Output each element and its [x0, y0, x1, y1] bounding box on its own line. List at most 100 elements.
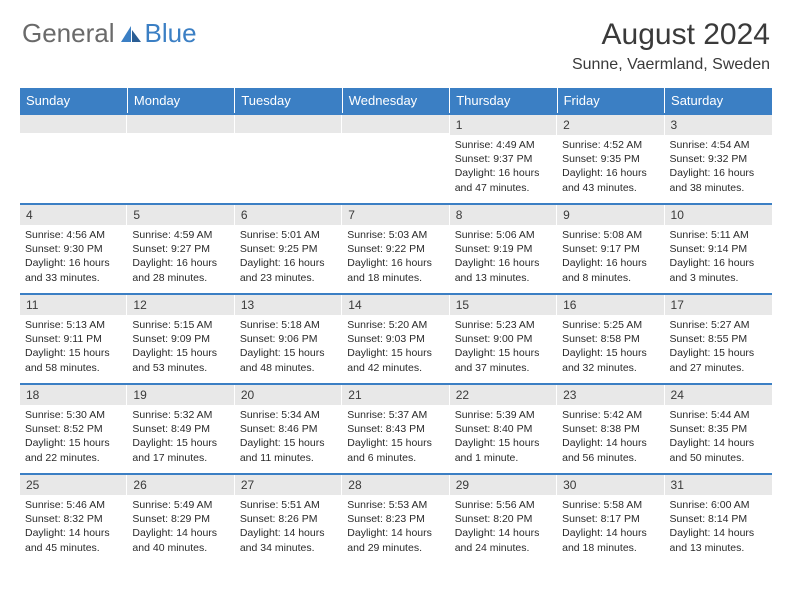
sunrise-line: Sunrise: 5:25 AM [562, 319, 642, 331]
day-details: Sunrise: 5:08 AMSunset: 9:17 PMDaylight:… [557, 225, 664, 289]
calendar-day-cell: 24Sunrise: 5:44 AMSunset: 8:35 PMDayligh… [665, 384, 772, 474]
empty-day-number [127, 115, 234, 133]
calendar-day-cell: 28Sunrise: 5:53 AMSunset: 8:23 PMDayligh… [342, 474, 449, 564]
calendar-day-cell: 17Sunrise: 5:27 AMSunset: 8:55 PMDayligh… [665, 294, 772, 384]
daylight-line: Daylight: 15 hours and 37 minutes. [455, 347, 540, 373]
day-details: Sunrise: 4:59 AMSunset: 9:27 PMDaylight:… [127, 225, 234, 289]
sunrise-line: Sunrise: 5:01 AM [240, 229, 320, 241]
daylight-line: Daylight: 15 hours and 6 minutes. [347, 437, 432, 463]
daylight-line: Daylight: 16 hours and 43 minutes. [562, 167, 647, 193]
day-number: 21 [342, 385, 449, 405]
calendar-day-cell: 16Sunrise: 5:25 AMSunset: 8:58 PMDayligh… [557, 294, 664, 384]
calendar-day-cell: 15Sunrise: 5:23 AMSunset: 9:00 PMDayligh… [450, 294, 557, 384]
day-number: 12 [127, 295, 234, 315]
day-number: 14 [342, 295, 449, 315]
day-details: Sunrise: 4:54 AMSunset: 9:32 PMDaylight:… [665, 135, 772, 199]
day-details: Sunrise: 5:42 AMSunset: 8:38 PMDaylight:… [557, 405, 664, 469]
daylight-line: Daylight: 15 hours and 32 minutes. [562, 347, 647, 373]
sunset-line: Sunset: 8:43 PM [347, 423, 425, 435]
calendar-day-cell: 11Sunrise: 5:13 AMSunset: 9:11 PMDayligh… [20, 294, 127, 384]
sunrise-line: Sunrise: 5:32 AM [132, 409, 212, 421]
calendar-empty-cell [127, 114, 234, 204]
sunset-line: Sunset: 9:25 PM [240, 243, 318, 255]
empty-day-number [342, 115, 449, 133]
sunrise-line: Sunrise: 5:46 AM [25, 499, 105, 511]
day-details: Sunrise: 5:30 AMSunset: 8:52 PMDaylight:… [20, 405, 127, 469]
calendar-day-cell: 18Sunrise: 5:30 AMSunset: 8:52 PMDayligh… [20, 384, 127, 474]
sunrise-line: Sunrise: 5:42 AM [562, 409, 642, 421]
sunset-line: Sunset: 8:14 PM [670, 513, 748, 525]
daylight-line: Daylight: 15 hours and 42 minutes. [347, 347, 432, 373]
day-details: Sunrise: 5:32 AMSunset: 8:49 PMDaylight:… [127, 405, 234, 469]
calendar-header-row: SundayMondayTuesdayWednesdayThursdayFrid… [20, 88, 772, 114]
month-title: August 2024 [572, 18, 770, 52]
calendar-day-cell: 14Sunrise: 5:20 AMSunset: 9:03 PMDayligh… [342, 294, 449, 384]
sunset-line: Sunset: 8:55 PM [670, 333, 748, 345]
logo: General Blue [22, 18, 197, 49]
day-number: 29 [450, 475, 557, 495]
daylight-line: Daylight: 14 hours and 13 minutes. [670, 527, 755, 553]
daylight-line: Daylight: 16 hours and 23 minutes. [240, 257, 325, 283]
day-number: 10 [665, 205, 772, 225]
day-details: Sunrise: 4:49 AMSunset: 9:37 PMDaylight:… [450, 135, 557, 199]
sunrise-line: Sunrise: 5:56 AM [455, 499, 535, 511]
sunset-line: Sunset: 9:14 PM [670, 243, 748, 255]
day-details: Sunrise: 5:01 AM Sunset: 9:25 PM Daylight:… [235, 225, 342, 289]
day-number: 6 [235, 205, 342, 225]
sunset-line: Sunset: 9:06 PM [240, 333, 318, 345]
sunrise-line: Sunrise: 4:56 AM [25, 229, 105, 241]
page-header: General Blue August 2024 Sunne, Vaermlan… [0, 0, 792, 82]
calendar-week-row: 4 Sunrise: 4:56 AM Sunset: 9:30 PM Daylight… [20, 204, 772, 294]
calendar-week-row: 1Sunrise: 4:49 AMSunset: 9:37 PMDaylight… [20, 114, 772, 204]
day-details: Sunrise: 5:34 AMSunset: 8:46 PMDaylight:… [235, 405, 342, 469]
daylight-line: Daylight: 15 hours and 1 minute. [455, 437, 540, 463]
daylight-line: Daylight: 15 hours and 17 minutes. [132, 437, 217, 463]
day-details: Sunrise: 5:15 AMSunset: 9:09 PMDaylight:… [127, 315, 234, 379]
daylight-line: Daylight: 15 hours and 48 minutes. [240, 347, 325, 373]
day-number: 19 [127, 385, 234, 405]
day-number: 7 [342, 205, 449, 225]
sunset-line: Sunset: 9:30 PM [25, 243, 103, 255]
sunrise-line: Sunrise: 5:03 AM [347, 229, 427, 241]
sunset-line: Sunset: 8:17 PM [562, 513, 640, 525]
day-number: 27 [235, 475, 342, 495]
calendar-day-cell: 6 Sunrise: 5:01 AM Sunset: 9:25 PM Daylight… [235, 204, 342, 294]
day-details: Sunrise: 5:06 AMSunset: 9:19 PMDaylight:… [450, 225, 557, 289]
daylight-line: Daylight: 14 hours and 40 minutes. [132, 527, 217, 553]
day-details: Sunrise: 5:46 AMSunset: 8:32 PMDaylight:… [20, 495, 127, 559]
sunrise-line: Sunrise: 5:18 AM [240, 319, 320, 331]
sunrise-line: Sunrise: 5:39 AM [455, 409, 535, 421]
day-number: 3 [665, 115, 772, 135]
sunrise-line: Sunrise: 5:49 AM [132, 499, 212, 511]
calendar-day-cell: 13Sunrise: 5:18 AMSunset: 9:06 PMDayligh… [235, 294, 342, 384]
day-details: Sunrise: 5:58 AMSunset: 8:17 PMDaylight:… [557, 495, 664, 559]
sunrise-line: Sunrise: 5:37 AM [347, 409, 427, 421]
daylight-line: Daylight: 15 hours and 58 minutes. [25, 347, 110, 373]
weekday-header: Tuesday [235, 88, 342, 114]
sunrise-line: Sunrise: 5:06 AM [455, 229, 535, 241]
daylight-line: Daylight: 16 hours and 8 minutes. [562, 257, 647, 283]
day-number: 18 [20, 385, 127, 405]
calendar-day-cell: 19Sunrise: 5:32 AMSunset: 8:49 PMDayligh… [127, 384, 234, 474]
day-number: 31 [665, 475, 772, 495]
daylight-line: Daylight: 16 hours and 13 minutes. [455, 257, 540, 283]
day-details: Sunrise: 6:00 AMSunset: 8:14 PMDaylight:… [665, 495, 772, 559]
calendar-day-cell: 25Sunrise: 5:46 AMSunset: 8:32 PMDayligh… [20, 474, 127, 564]
day-number: 20 [235, 385, 342, 405]
day-number: 4 [20, 205, 127, 225]
sunset-line: Sunset: 9:27 PM [132, 243, 210, 255]
sunrise-line: Sunrise: 5:15 AM [132, 319, 212, 331]
weekday-header: Wednesday [342, 88, 449, 114]
daylight-line: Daylight: 14 hours and 45 minutes. [25, 527, 110, 553]
day-number: 9 [557, 205, 664, 225]
sunset-line: Sunset: 9:11 PM [25, 333, 102, 345]
calendar-day-cell: 8Sunrise: 5:06 AMSunset: 9:19 PMDaylight… [450, 204, 557, 294]
daylight-line: Daylight: 14 hours and 34 minutes. [240, 527, 325, 553]
sunset-line: Sunset: 8:40 PM [455, 423, 533, 435]
calendar-day-cell: 4Sunrise: 4:56 AMSunset: 9:30 PMDaylight… [20, 204, 127, 294]
sunset-line: Sunset: 8:52 PM [25, 423, 103, 435]
logo-sail-icon [119, 24, 143, 44]
sunset-line: Sunset: 9:32 PM [670, 153, 748, 165]
sunrise-line: Sunrise: 5:11 AM [670, 229, 749, 241]
sunset-line: Sunset: 8:20 PM [455, 513, 533, 525]
